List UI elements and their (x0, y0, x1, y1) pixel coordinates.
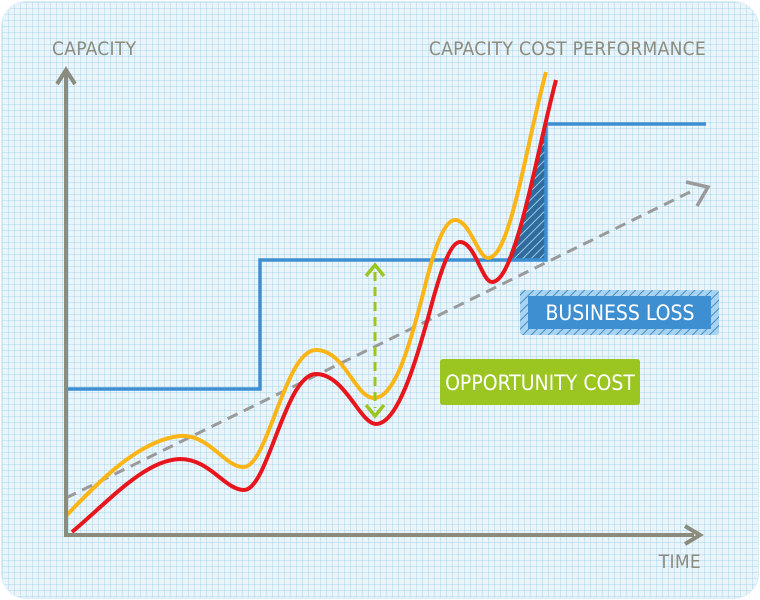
business-loss-box: BUSINESS LOSS (520, 290, 719, 335)
business-loss-label: BUSINESS LOSS (545, 301, 694, 325)
capacity-step-line (66, 122, 706, 391)
trend-line (65, 190, 691, 500)
y-axis-label: CAPACITY (52, 38, 137, 60)
x-axis-label: TIME (658, 551, 701, 573)
business-loss-area (507, 128, 546, 260)
opportunity-cost-box: OPPORTUNITY COST (440, 359, 640, 405)
demand-curve-red (70, 79, 558, 534)
diagram-title: CAPACITY COST PERFORMANCE (429, 38, 706, 60)
x-axis-arrow-icon (683, 524, 704, 546)
trend-arrow-icon (685, 180, 711, 207)
arrow-up-icon (364, 262, 386, 278)
arrow-down-icon (364, 403, 386, 419)
demand-curve-orange (64, 71, 548, 518)
y-axis-arrow-icon (55, 66, 77, 86)
opportunity-cost-label: OPPORTUNITY COST (445, 371, 635, 395)
